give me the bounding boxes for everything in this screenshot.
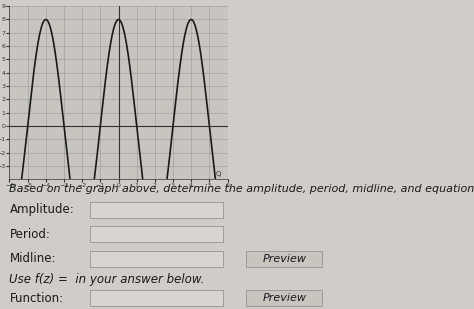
Text: Function:: Function: [9, 292, 64, 305]
FancyBboxPatch shape [246, 251, 322, 267]
Text: Amplitude:: Amplitude: [9, 203, 74, 216]
FancyBboxPatch shape [90, 290, 223, 306]
Text: Midline:: Midline: [9, 252, 56, 265]
FancyBboxPatch shape [90, 251, 223, 267]
Text: Preview: Preview [263, 254, 306, 264]
FancyBboxPatch shape [90, 226, 223, 242]
Text: Preview: Preview [263, 293, 306, 303]
Text: Period:: Period: [9, 228, 50, 241]
Text: Q: Q [216, 171, 221, 176]
FancyBboxPatch shape [90, 201, 223, 218]
FancyBboxPatch shape [246, 290, 322, 306]
Text: Based on the graph above, determine the amplitude, period, midline, and equation: Based on the graph above, determine the … [9, 184, 474, 194]
Text: Use f(z) =  in your answer below.: Use f(z) = in your answer below. [9, 273, 205, 286]
